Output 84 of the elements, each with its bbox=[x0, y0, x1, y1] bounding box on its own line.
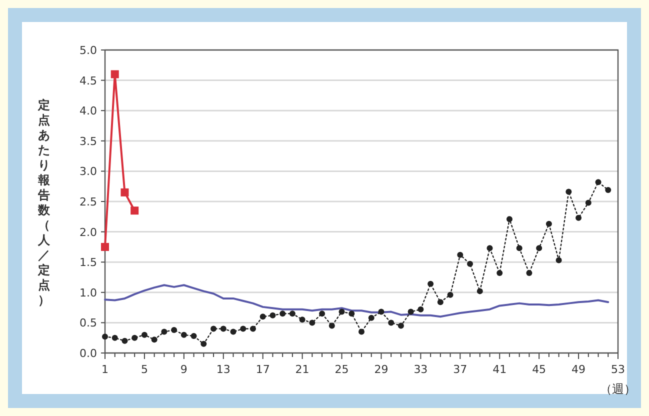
line-series bbox=[104, 284, 610, 318]
x-tick-label: 5 bbox=[140, 363, 148, 376]
point bbox=[457, 252, 464, 258]
point bbox=[368, 314, 374, 321]
point bbox=[151, 336, 158, 343]
point bbox=[260, 314, 266, 320]
y-tick-label: 1.0 bbox=[80, 286, 97, 300]
point bbox=[289, 310, 296, 317]
point bbox=[299, 316, 306, 323]
point bbox=[447, 292, 454, 298]
x-tick-label: 37 bbox=[453, 363, 468, 376]
x-tick-label: 45 bbox=[532, 363, 546, 376]
point bbox=[200, 340, 207, 347]
point bbox=[437, 299, 444, 306]
point bbox=[338, 308, 345, 315]
point bbox=[132, 334, 138, 341]
point bbox=[122, 338, 128, 344]
point bbox=[319, 310, 326, 317]
point bbox=[130, 206, 139, 215]
point bbox=[141, 332, 148, 338]
point bbox=[546, 220, 552, 227]
point bbox=[190, 333, 197, 340]
point bbox=[595, 179, 602, 186]
y-tick-label: 3.0 bbox=[80, 165, 97, 178]
point bbox=[467, 260, 474, 267]
point bbox=[516, 245, 522, 252]
point bbox=[210, 326, 217, 332]
point bbox=[486, 245, 493, 252]
x-tick-label: 41 bbox=[492, 363, 507, 376]
point bbox=[388, 320, 394, 326]
point bbox=[605, 186, 612, 193]
point bbox=[585, 200, 592, 206]
x-tick-label: 21 bbox=[295, 363, 310, 376]
point bbox=[280, 310, 286, 317]
point bbox=[309, 320, 316, 326]
y-tick-label: 0.5 bbox=[80, 316, 97, 330]
point bbox=[220, 326, 226, 332]
point bbox=[180, 332, 187, 338]
point bbox=[230, 328, 236, 335]
x-tick-label: 9 bbox=[180, 363, 188, 376]
point bbox=[418, 306, 424, 312]
point bbox=[110, 70, 119, 78]
point bbox=[250, 326, 256, 332]
x-tick-label: 33 bbox=[414, 363, 428, 376]
y-tick-label: 2.5 bbox=[80, 196, 97, 208]
point bbox=[161, 328, 168, 335]
point bbox=[476, 288, 483, 294]
point bbox=[270, 312, 276, 318]
point bbox=[556, 257, 562, 264]
point bbox=[566, 188, 572, 195]
point bbox=[348, 310, 355, 317]
point bbox=[398, 322, 404, 329]
x-axis-title: （週） bbox=[600, 382, 636, 396]
y-tick-label: 5.0 bbox=[80, 44, 97, 57]
point bbox=[358, 328, 364, 335]
x-tick-label: 25 bbox=[334, 363, 349, 376]
point bbox=[576, 214, 582, 221]
text: 定点あたり報告数（人／定点） bbox=[38, 98, 50, 307]
point bbox=[101, 242, 109, 251]
x-tick-label: 1 bbox=[102, 363, 108, 376]
point bbox=[328, 322, 335, 329]
x-tick-label: 13 bbox=[216, 363, 230, 376]
y-tick-label: 4.0 bbox=[80, 104, 97, 118]
y-tick-label: 0.0 bbox=[80, 347, 97, 360]
point bbox=[506, 216, 512, 222]
point bbox=[171, 326, 178, 333]
point bbox=[428, 280, 434, 287]
point bbox=[240, 326, 246, 332]
y-tick-label: 4.5 bbox=[80, 74, 97, 88]
point bbox=[112, 334, 118, 341]
y-tick-label: 2.0 bbox=[80, 226, 97, 239]
x-tick-label: 53 bbox=[611, 363, 625, 376]
y-tick-label: 3.5 bbox=[80, 134, 97, 148]
point bbox=[378, 308, 384, 315]
y-tick-label: 1.5 bbox=[80, 256, 97, 270]
point bbox=[102, 334, 108, 340]
x-tick-label: 49 bbox=[572, 363, 586, 376]
point bbox=[120, 188, 129, 196]
x-tick-label: 29 bbox=[374, 363, 388, 376]
point bbox=[536, 245, 542, 252]
x-tick-label: 17 bbox=[256, 363, 270, 376]
point bbox=[526, 270, 532, 276]
point bbox=[496, 270, 503, 276]
point bbox=[408, 308, 414, 315]
